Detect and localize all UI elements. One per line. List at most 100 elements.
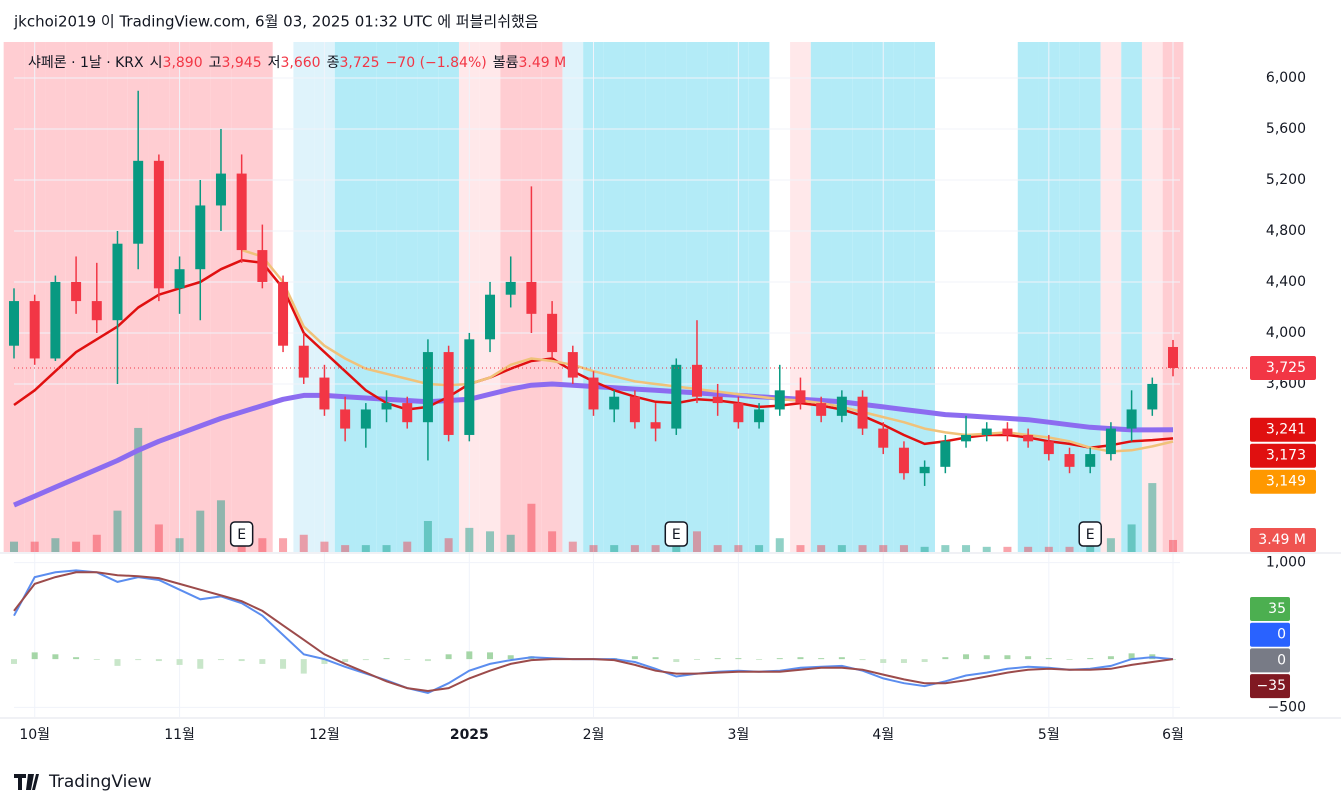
- session-band: [665, 42, 687, 552]
- volume-bar: [51, 538, 60, 552]
- legend-text: 샤페론 · 1날 · KRX: [28, 55, 144, 71]
- volume-bar: [506, 534, 515, 552]
- event-box: [1078, 521, 1102, 547]
- macd-hist-bar: [93, 659, 100, 660]
- volume-bar: [1024, 546, 1033, 552]
- volume-bar: [444, 538, 453, 552]
- event-label: E: [237, 527, 246, 543]
- macd-hist-bar: [756, 659, 763, 660]
- brand: TradingView: [14, 772, 152, 792]
- candle-body: [215, 173, 226, 206]
- macd-tag-label: 0: [1277, 652, 1286, 668]
- volume-bar: [423, 520, 432, 552]
- volume-bar: [755, 545, 764, 552]
- session-band: [396, 42, 418, 552]
- volume-bar: [320, 541, 329, 552]
- candle-body: [340, 409, 351, 429]
- macd-tag-label: −35: [1256, 678, 1286, 694]
- candle-body: [319, 377, 330, 410]
- candle-body: [464, 339, 475, 435]
- volume-bar: [630, 545, 639, 552]
- price-tag: [1250, 356, 1316, 381]
- macd-hist-bar: [31, 652, 38, 660]
- legend-text: 볼륨: [493, 55, 519, 71]
- session-band: [914, 42, 935, 552]
- candle-body: [1105, 428, 1116, 455]
- candle-body: [1023, 434, 1034, 442]
- x-tick-label: 3월: [727, 727, 749, 743]
- macd-hist-bar: [466, 651, 473, 660]
- legend-text: 고: [209, 55, 222, 71]
- macd-hist-bar: [507, 655, 514, 660]
- macd-hist-bar: [73, 657, 80, 660]
- session-band: [810, 42, 832, 552]
- session-band: [790, 42, 811, 552]
- macd-hist-bar: [217, 659, 224, 661]
- volume-bar: [1003, 546, 1012, 552]
- macd-hist-bar: [1004, 655, 1011, 660]
- candle-body: [360, 409, 371, 429]
- volume-bar: [113, 510, 122, 552]
- price-tag-label: 3,149: [1266, 474, 1306, 490]
- y-tick-label: 5,200: [1266, 172, 1306, 188]
- y-tick-label: 5,600: [1266, 121, 1306, 137]
- volume-bar: [1106, 538, 1115, 552]
- volume-bar: [651, 545, 660, 552]
- volume-bar: [72, 541, 81, 552]
- volume-bar: [1044, 546, 1053, 552]
- candle-body: [9, 301, 19, 346]
- macd-hist-bar: [342, 659, 349, 663]
- candle-body: [1168, 346, 1178, 369]
- candle-body: [485, 294, 496, 340]
- session-band: [438, 42, 459, 552]
- x-tick-label: 4월: [872, 727, 894, 743]
- macd-hist-bar: [776, 658, 783, 660]
- session-band: [127, 42, 149, 552]
- candle-body: [1043, 441, 1054, 455]
- event-box: [664, 521, 689, 547]
- candle-body: [195, 205, 206, 270]
- legend-text: 3.49 M: [518, 55, 566, 71]
- candle-body: [381, 403, 392, 410]
- candle-body: [671, 364, 682, 429]
- x-tick-label: 2025: [450, 727, 489, 743]
- price-tag-label: 3,725: [1266, 360, 1306, 376]
- candle-body: [278, 281, 289, 346]
- candle-body: [153, 160, 164, 289]
- y-tick-label: 4,000: [1266, 325, 1306, 341]
- candle-body: [133, 160, 144, 244]
- macd-hist-bar: [714, 658, 721, 660]
- candle-body: [402, 403, 413, 423]
- brand-logo: [14, 774, 39, 790]
- volume-bar: [548, 531, 557, 552]
- candle-body: [298, 345, 309, 378]
- candle-body: [236, 173, 247, 251]
- y-tick-label: 4,800: [1266, 223, 1306, 239]
- candle-body: [898, 447, 909, 474]
- volume-bar: [361, 545, 370, 552]
- macd-line: [13, 571, 1174, 693]
- volume-bar: [299, 534, 308, 552]
- macd-hist-bar: [176, 659, 183, 665]
- candle-body: [91, 301, 102, 321]
- volume-bar: [589, 545, 598, 552]
- event-label: E: [1086, 527, 1095, 543]
- candle-body: [505, 281, 516, 295]
- macd-hist-bar: [404, 659, 411, 660]
- session-band: [748, 42, 770, 552]
- macd-hist-bar: [1128, 653, 1135, 660]
- ma-line: [241, 248, 1174, 453]
- candle-body: [650, 422, 661, 429]
- session-band: [1100, 42, 1122, 552]
- x-tick-label: 11월: [164, 727, 195, 743]
- macd-tag: [1250, 674, 1290, 699]
- macd-hist-bar: [900, 659, 907, 663]
- volume-bar: [1065, 546, 1074, 552]
- session-band: [831, 42, 853, 552]
- event-box: [229, 521, 254, 547]
- legend-text: 종: [327, 55, 340, 71]
- session-band: [562, 42, 584, 552]
- session-band: [355, 42, 377, 552]
- volume-bar: [382, 545, 391, 552]
- volume-bar: [1169, 539, 1177, 552]
